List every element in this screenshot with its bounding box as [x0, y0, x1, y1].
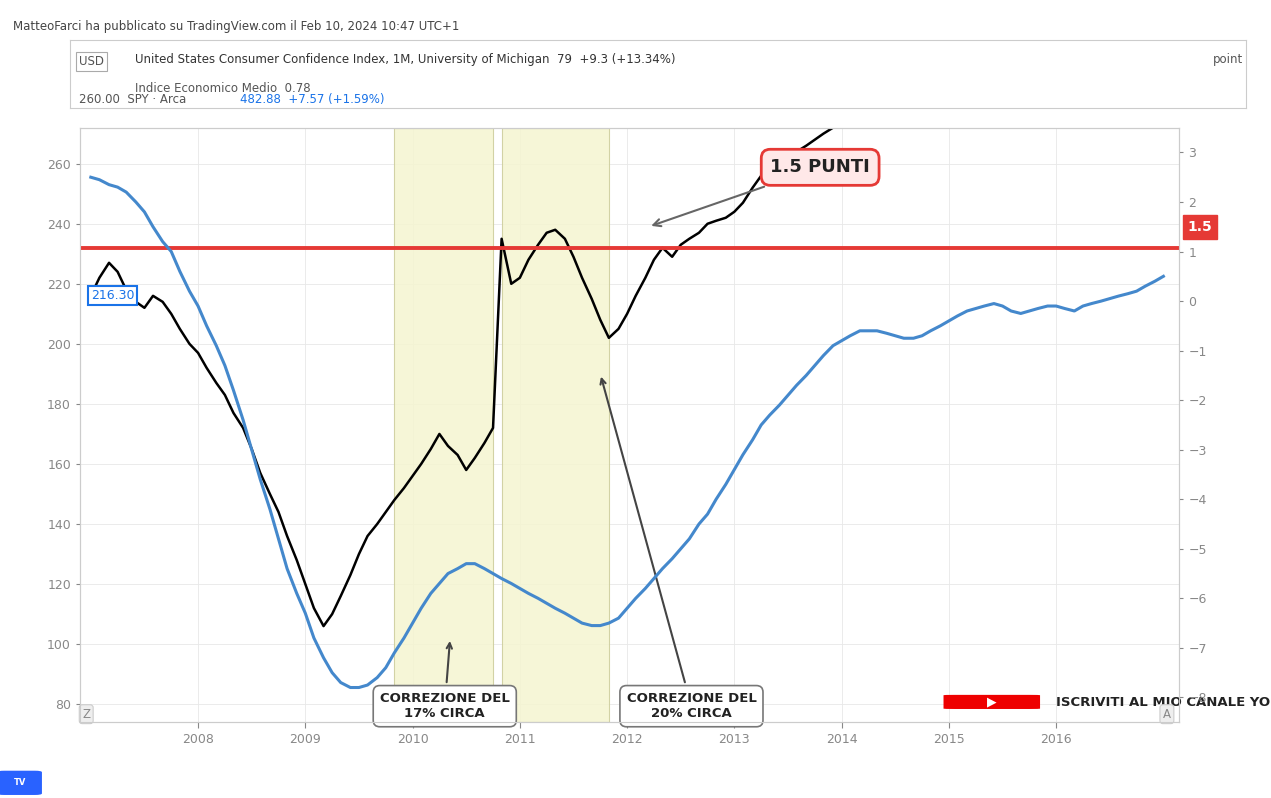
Text: CORREZIONE DEL
17% CIRCA: CORREZIONE DEL 17% CIRCA [380, 643, 510, 720]
Text: Indice Economico Medio  0.78: Indice Economico Medio 0.78 [135, 82, 310, 95]
Text: 1.5 PUNTI: 1.5 PUNTI [653, 158, 871, 226]
FancyBboxPatch shape [943, 695, 1040, 709]
Text: point: point [1213, 53, 1243, 66]
Text: CORREZIONE DEL
20% CIRCA: CORREZIONE DEL 20% CIRCA [600, 379, 756, 720]
Text: TV: TV [14, 778, 25, 788]
Text: 216.30: 216.30 [90, 290, 135, 302]
FancyBboxPatch shape [0, 771, 42, 795]
Text: USD: USD [79, 55, 104, 68]
Text: Z: Z [83, 708, 90, 721]
Text: 260.00  SPY · Arca: 260.00 SPY · Arca [79, 93, 194, 106]
Text: 1.5: 1.5 [1188, 219, 1213, 234]
Bar [502, 128, 609, 722]
Text: United States Consumer Confidence Index, 1M, University of Michigan  79  +9.3 (+: United States Consumer Confidence Index,… [135, 53, 675, 66]
Bar [394, 128, 493, 722]
Text: ISCRIVITI AL MIO CANALE YOUTUBE: ISCRIVITI AL MIO CANALE YOUTUBE [1056, 696, 1271, 709]
Text: A: A [1163, 708, 1171, 721]
Text: 482.88  +7.57 (+1.59%): 482.88 +7.57 (+1.59%) [240, 93, 385, 106]
Text: ▶: ▶ [988, 696, 996, 709]
Text: TradingView: TradingView [55, 778, 118, 788]
Text: MatteoFarci ha pubblicato su TradingView.com il Feb 10, 2024 10:47 UTC+1: MatteoFarci ha pubblicato su TradingView… [13, 20, 459, 33]
